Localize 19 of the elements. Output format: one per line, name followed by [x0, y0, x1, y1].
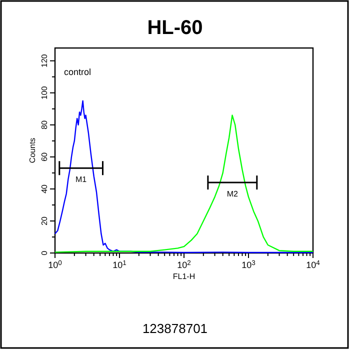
annotation: M2	[226, 190, 239, 199]
x-tick-label: 10$^{2}$	[177, 260, 192, 270]
x-tick-label: 10$^{3}$	[242, 260, 256, 270]
y-tick-label: 60	[40, 152, 49, 162]
y-tick-label: 0	[40, 250, 49, 256]
y-axis-title: Counts	[28, 138, 37, 164]
y-tick-label: 80	[40, 120, 49, 130]
annotation: control	[64, 67, 92, 77]
y-tick-label: 20	[40, 216, 49, 226]
y-tick-label: 120	[40, 54, 49, 68]
chart-title: HL-60	[147, 17, 203, 39]
text: 123878701	[142, 321, 208, 336]
x-tick-label: 10$^{1}$	[112, 260, 127, 270]
x-tick-label: 10$^{4}$	[306, 260, 320, 270]
x-axis-title: FL1-H	[172, 272, 196, 281]
x-tick-label: 10$^{0}$	[48, 260, 62, 270]
annotation: M1	[76, 175, 88, 184]
y-tick-label: 100	[40, 86, 49, 100]
y-tick-label: 40	[40, 184, 49, 194]
